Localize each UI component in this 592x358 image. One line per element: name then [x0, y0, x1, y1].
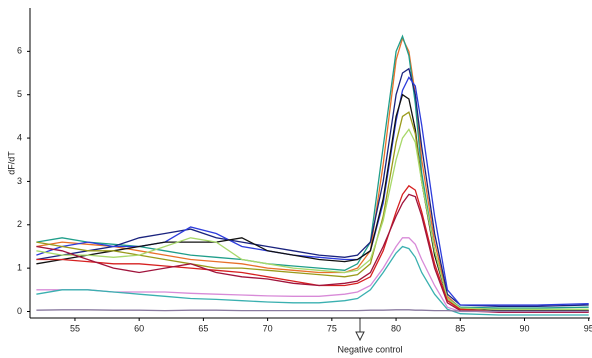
y-tick-label: 2: [17, 219, 22, 229]
melt-curve: [36, 237, 589, 313]
plot-lines: [36, 34, 589, 316]
melt-curve: [36, 111, 589, 313]
x-tick-label: 55: [70, 323, 80, 333]
melt-curve: [36, 128, 589, 310]
y-tick-label: 1: [17, 263, 22, 273]
annotation: Negative control: [337, 344, 402, 354]
x-tick-label: 65: [198, 323, 208, 333]
y-tick-label: 6: [17, 46, 22, 56]
x-tick-label: 75: [327, 323, 337, 333]
x-tick-label: 60: [134, 323, 144, 333]
y-tick-label: 5: [17, 89, 22, 99]
x-tick-label: 80: [391, 323, 401, 333]
melt-curve: [36, 309, 589, 312]
melt-curve: [36, 184, 589, 313]
melt-curve: [36, 93, 589, 312]
x-tick-label: 70: [263, 323, 273, 333]
x-tick-label: 90: [519, 323, 529, 333]
y-axis-label: dF/dT: [6, 151, 16, 175]
annotation-arrow-head: [355, 331, 365, 342]
melt-curve: [36, 245, 589, 316]
melt-curve: [36, 76, 589, 306]
x-tick-label: 85: [455, 323, 465, 333]
x-tick-label: 95: [584, 323, 592, 333]
melt-curve: [36, 34, 589, 309]
y-tick-label: 4: [17, 132, 22, 142]
y-tick-label: 0: [17, 306, 22, 316]
melt-curve: [36, 67, 589, 307]
y-tick-label: 3: [17, 176, 22, 186]
melt-curve: [36, 193, 589, 314]
